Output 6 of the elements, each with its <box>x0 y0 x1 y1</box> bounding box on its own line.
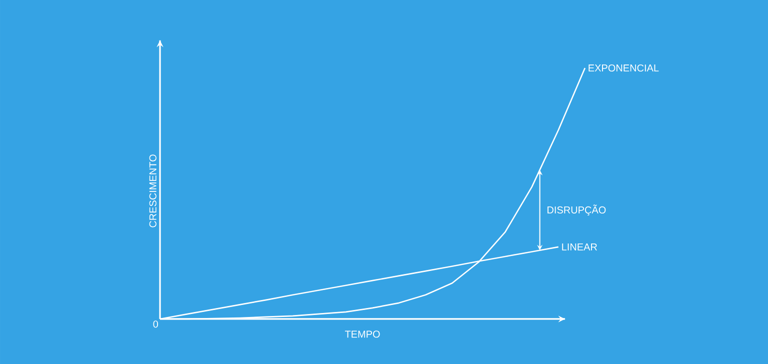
x-axis-title: TEMPO <box>344 330 380 338</box>
legend-label: LINEAR <box>562 244 597 250</box>
y-axis-title: CRESCIMENTO <box>149 154 156 228</box>
text: 0 <box>153 320 158 328</box>
series-label: EXPONENCIAL <box>588 64 659 72</box>
annotation: DISRUPÇÃO <box>548 204 606 216</box>
